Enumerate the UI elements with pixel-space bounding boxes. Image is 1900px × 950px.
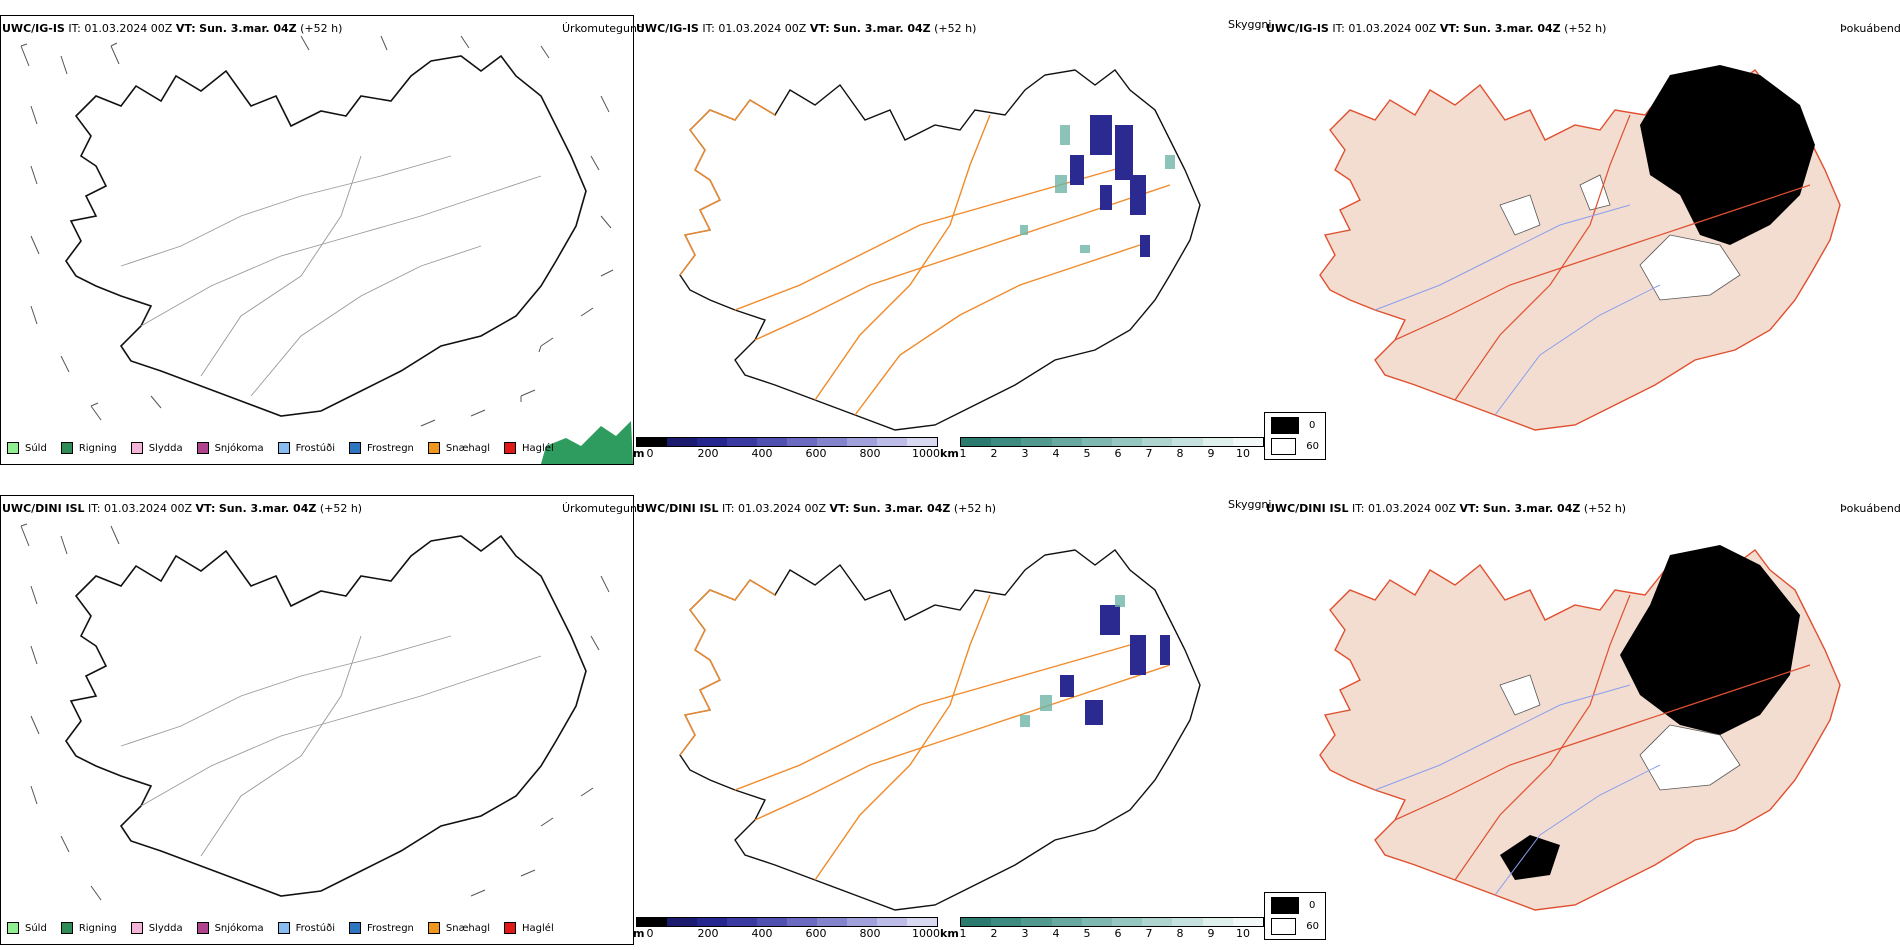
elevation-ticks-row2: 0 200 400 600 800 1000 — [646, 927, 941, 940]
fog-map-row2 — [1319, 545, 1841, 911]
visibility-header-row1: UWC/IG-IS IT: 01.03.2024 00Z VT: Sun. 3.… — [636, 22, 977, 35]
precip-legend: Súld Rigning Slydda Snjókoma Frostúði Fr… — [7, 442, 568, 454]
visibility-header-row2: UWC/DINI ISL IT: 01.03.2024 00Z VT: Sun.… — [636, 502, 997, 515]
fog-rivers — [1374, 204, 1661, 416]
wind-barbs — [20, 35, 614, 427]
legend-item-sudl: Súld — [7, 922, 47, 934]
legend-item-snaehagl: Snæhagl — [427, 922, 490, 934]
fog-map-row1 — [1319, 65, 1841, 431]
legend-item-sudl: Súld — [7, 442, 47, 454]
legend-item-slydda: Slydda — [130, 922, 183, 934]
legend-item-rigning: Rigning — [60, 922, 117, 934]
legend-item-snjokoma: Snjókoma — [196, 442, 264, 454]
legend-item-slydda: Slydda — [130, 442, 183, 454]
elevation-colorbar-row1 — [636, 437, 938, 447]
elevation-unit-row1: m — [633, 447, 645, 460]
elevation-colorbar-row2 — [636, 917, 938, 927]
visibility-unit-row1: km — [940, 447, 959, 460]
visibility-unit-row2: km — [940, 927, 959, 940]
visibility-colorbar-row1 — [960, 437, 1264, 447]
precip-legend-row2: Súld Rigning Slydda Snjókoma Frostúði Fr… — [7, 922, 568, 934]
visibility-map-row1 — [679, 69, 1201, 431]
precip-type-panel: Súld Rigning Slydda Snjókoma Frostúði Fr… — [0, 15, 634, 465]
visibility-colorbar-row2 — [960, 917, 1264, 927]
fog-legend-item-0: 0 — [1271, 417, 1319, 434]
fog-title-row2: Þokuábendi — [1840, 502, 1900, 515]
fog-dark-area — [1640, 65, 1815, 245]
fog-legend-item-0: 0 — [1271, 897, 1319, 914]
iceland-outline — [65, 54, 587, 417]
precip-title-row1: Úrkomutegund — [562, 22, 644, 35]
river-lines — [120, 155, 542, 397]
legend-item-frostregn: Frostregn — [349, 442, 414, 454]
fog-header-row1: UWC/IG-IS IT: 01.03.2024 00Z VT: Sun. 3.… — [1266, 22, 1607, 35]
fog-roads — [1394, 114, 1811, 401]
precip-header-row1: UWC/IG-IS IT: 01.03.2024 00Z VT: Sun. 3.… — [2, 22, 343, 35]
legend-item-haglel: Haglél — [504, 922, 554, 934]
fog-legend-row2: 0 60 — [1264, 892, 1326, 940]
visibility-title-row1: Skyggni — [1228, 18, 1272, 31]
legend-item-frostudi: Frostúði — [277, 442, 335, 454]
precip-header-row2: UWC/DINI ISL IT: 01.03.2024 00Z VT: Sun.… — [2, 502, 363, 515]
visibility-map-row2 — [679, 549, 1201, 911]
rain-patch — [541, 421, 633, 464]
precip-type-panel-row2: Súld Rigning Slydda Snjókoma Frostúði Fr… — [0, 495, 634, 945]
visibility-title-row2: Skyggni — [1228, 498, 1272, 511]
legend-item-rigning: Rigning — [60, 442, 117, 454]
legend-item-snjokoma: Snjókoma — [196, 922, 264, 934]
fog-header-row2: UWC/DINI ISL IT: 01.03.2024 00Z VT: Sun.… — [1266, 502, 1627, 515]
visibility-ticks-row1: 1 2 3 4 5 6 7 8 9 10 — [959, 447, 1251, 460]
precip-map — [20, 35, 633, 464]
precip-title-row2: Úrkomutegund — [562, 502, 644, 515]
row-1: Súld Rigning Slydda Snjókoma Frostúði Fr… — [0, 0, 1900, 470]
elevation-ticks-row1: 0 200 400 600 800 1000 — [646, 447, 941, 460]
fog-legend-item-60: 60 — [1271, 918, 1319, 935]
precip-map-row2 — [20, 523, 610, 901]
fog-title-row1: Þokuábendi — [1840, 22, 1900, 35]
legend-item-frostudi: Frostúði — [277, 922, 335, 934]
visibility-ticks-row2: 1 2 3 4 5 6 7 8 9 10 — [959, 927, 1251, 940]
fog-white-glacier — [1499, 174, 1741, 301]
fog-legend-row1: 0 60 — [1264, 412, 1326, 460]
visibility-teal-cells — [1020, 125, 1175, 253]
elevation-unit-row2: m — [633, 927, 645, 940]
row-2: Súld Rigning Slydda Snjókoma Frostúði Fr… — [0, 480, 1900, 950]
fog-legend-item-60: 60 — [1271, 438, 1319, 455]
legend-item-haglel: Haglél — [504, 442, 554, 454]
legend-item-frostregn: Frostregn — [349, 922, 414, 934]
precip-blue-cells — [1070, 115, 1150, 257]
legend-item-snaehagl: Snæhagl — [427, 442, 490, 454]
